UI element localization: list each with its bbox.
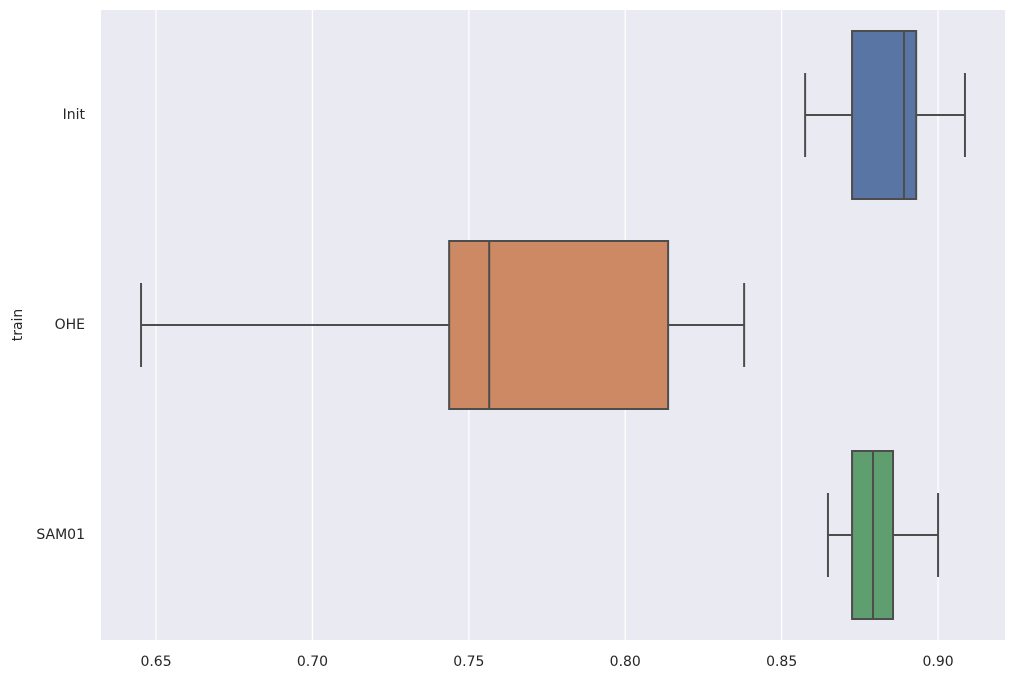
box [448, 240, 670, 410]
x-tick-label: 0.70 [297, 654, 328, 670]
box [851, 30, 918, 200]
x-tick-label: 0.90 [922, 654, 953, 670]
x-tick-label: 0.80 [610, 654, 641, 670]
y-axis-label: train [10, 309, 26, 342]
x-tick-label: 0.65 [140, 654, 171, 670]
y-tick-label: SAM01 [36, 527, 85, 543]
y-tick-label: Init [63, 107, 86, 123]
x-tick-label: 0.75 [453, 654, 484, 670]
x-tick-label: 0.85 [766, 654, 797, 670]
y-tick-label: OHE [55, 317, 85, 333]
